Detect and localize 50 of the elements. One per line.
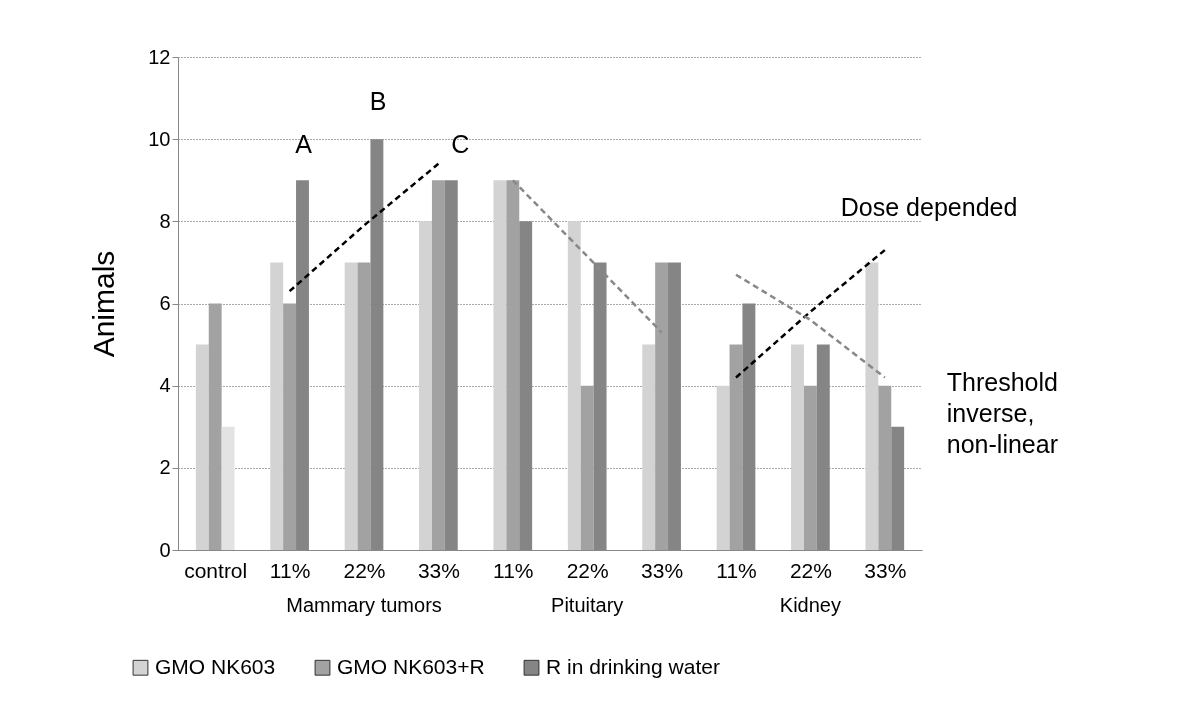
y-tick-label: 8 — [159, 209, 171, 232]
bar — [803, 385, 817, 550]
bar — [344, 262, 358, 550]
annotation: C — [451, 129, 470, 158]
x-tick-label: 11% — [269, 558, 311, 582]
y-tick-label: 12 — [148, 45, 171, 68]
bar — [655, 262, 669, 550]
y-tick-label: 4 — [159, 374, 171, 397]
x-tick-label: 22% — [343, 558, 386, 582]
bar — [357, 262, 371, 550]
x-tick-label: 33% — [864, 558, 907, 582]
y-tick-label: 0 — [159, 538, 171, 561]
bar — [208, 303, 222, 550]
text: Kidney — [779, 594, 841, 616]
x-tick-label: 11% — [493, 558, 534, 582]
bar — [791, 344, 804, 550]
bar — [567, 221, 581, 550]
text: Threshold inverse, non-linear — [946, 367, 1058, 458]
x-tick-label: 33% — [641, 558, 684, 582]
legend-label: R in drinking water — [546, 654, 720, 678]
bar — [419, 221, 432, 550]
x-tick-label: 33% — [417, 558, 460, 582]
bar — [195, 344, 209, 550]
legend-label: GMO NK603+R — [337, 654, 485, 678]
bar — [716, 385, 730, 550]
bar — [642, 344, 656, 550]
x-tick-label: 22% — [566, 558, 609, 582]
y-axis-title: Animals — [87, 250, 121, 358]
text: Mammary tumors — [286, 594, 442, 616]
text: Pituitary — [551, 594, 624, 616]
bar — [431, 180, 445, 550]
bar — [283, 303, 297, 550]
bar — [729, 344, 743, 550]
bar — [270, 262, 284, 550]
legend-label: GMO NK603 — [155, 654, 276, 678]
x-tick-label: control — [184, 558, 248, 582]
y-tick-label: 2 — [159, 456, 171, 479]
x-tick-label: 22% — [789, 558, 832, 582]
annotation: B — [369, 86, 387, 115]
annotation: Dose depended — [840, 193, 1018, 222]
bar — [878, 385, 892, 550]
bar — [506, 180, 520, 550]
x-tick-label: 11% — [716, 558, 757, 582]
bar — [580, 385, 594, 550]
bar — [493, 180, 507, 550]
y-tick-label: 10 — [148, 127, 171, 150]
y-tick-label: 6 — [159, 292, 171, 314]
bar — [865, 262, 879, 550]
annotation: A — [295, 129, 313, 158]
bar — [221, 426, 235, 550]
